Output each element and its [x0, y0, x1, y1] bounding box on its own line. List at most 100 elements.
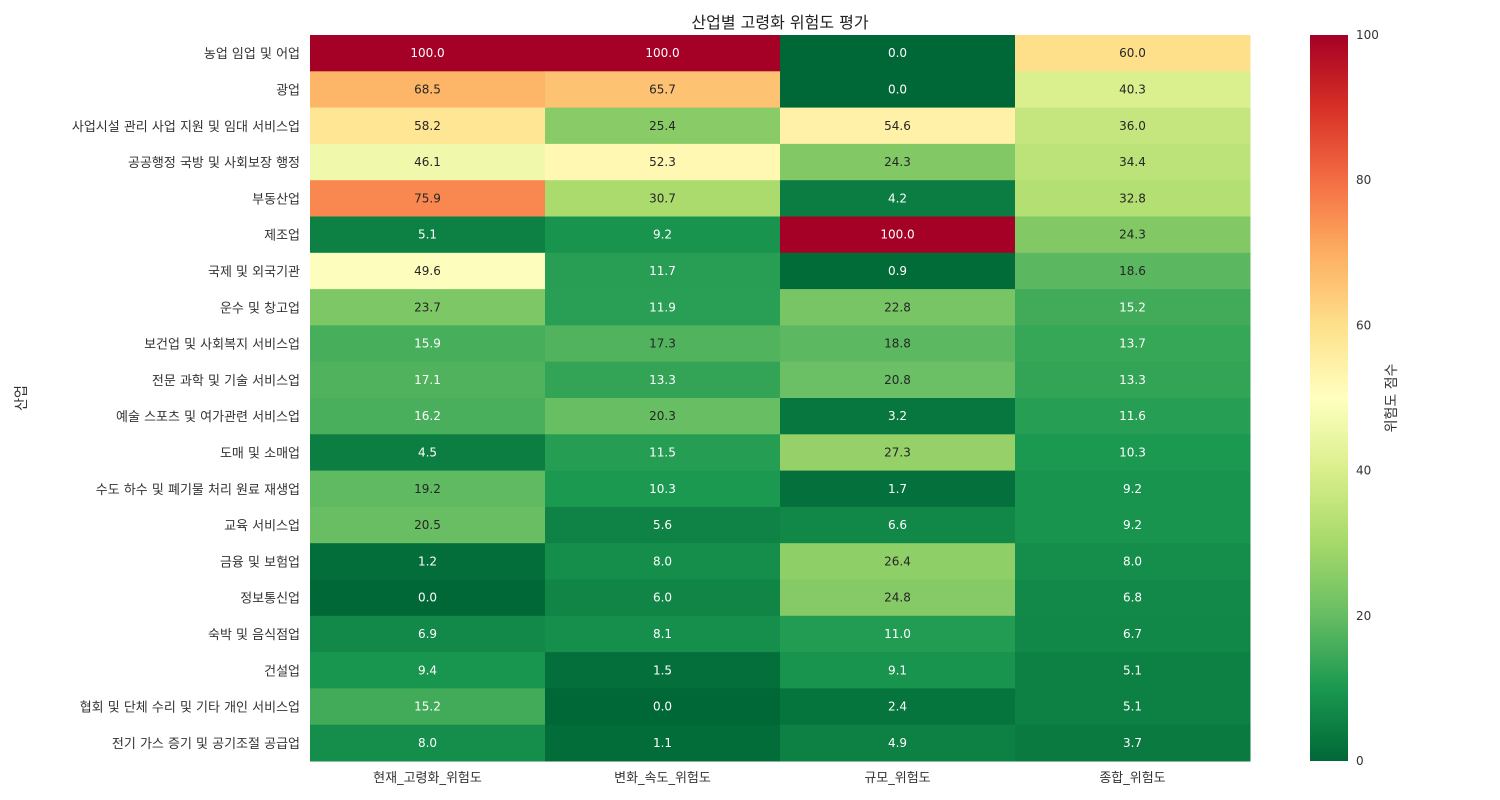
colorbar-tick-label: 100	[1356, 28, 1379, 42]
cell-value-label: 19.2	[414, 482, 441, 496]
cell-value-label: 24.3	[1119, 228, 1146, 242]
cell-value-label: 46.1	[414, 155, 441, 169]
cell-value-label: 36.0	[1119, 119, 1146, 133]
cell-value-label: 26.4	[884, 554, 911, 568]
heatmap-cell	[780, 143, 1016, 181]
cell-value-label: 100.0	[410, 46, 444, 60]
heatmap-cell	[310, 216, 546, 254]
cell-value-label: 3.2	[888, 409, 907, 423]
heatmap-cell	[545, 470, 781, 508]
colorbar-tick-label: 0	[1356, 754, 1364, 768]
cell-value-label: 10.3	[1119, 445, 1146, 459]
heatmap-cell	[1015, 107, 1251, 145]
heatmap-cell	[545, 107, 781, 145]
heatmap-cell	[1015, 688, 1251, 726]
cell-value-label: 9.2	[1123, 518, 1142, 532]
row-tick-label: 건설업	[264, 664, 300, 679]
heatmap-cell	[1015, 252, 1251, 290]
colorbar-tick-label: 80	[1356, 173, 1371, 187]
column-tick-labels: 현재_고령화_위험도 변화_속도_위험도 규모_위험도 종합_위험도	[373, 771, 1166, 786]
heatmap-cell	[545, 252, 781, 290]
row-tick-label: 협회 및 단체 수리 및 기타 개인 서비스업	[80, 701, 300, 716]
heatmap-cell	[310, 325, 546, 363]
cell-value-label: 24.8	[884, 591, 911, 605]
heatmap-cell	[310, 615, 546, 653]
cell-value-label: 17.3	[649, 337, 676, 351]
heatmap-cell	[780, 543, 1016, 580]
heatmap-cell	[545, 180, 781, 217]
heatmap-cell	[1015, 325, 1251, 363]
heatmap-cell	[310, 579, 546, 617]
heatmap-cell	[780, 289, 1016, 326]
heatmap-cell	[1015, 652, 1251, 689]
cell-value-label: 2.4	[888, 700, 907, 714]
cell-value-label: 11.0	[884, 627, 911, 641]
cell-value-label: 9.2	[1123, 482, 1142, 496]
cell-value-label: 52.3	[649, 155, 676, 169]
cell-value-label: 8.0	[418, 736, 437, 750]
colorbar-tick-label: 60	[1356, 318, 1371, 332]
cell-value-label: 40.3	[1119, 82, 1146, 96]
row-tick-label: 정보통신업	[240, 592, 300, 607]
heatmap-cell	[1015, 216, 1251, 254]
heatmap-cell	[310, 143, 546, 181]
heatmap-cell	[545, 506, 781, 544]
heatmap-cells: 100.0 100.0 0.0 60.0 68.5 65.7 0.0 40.3 58.2 25.4…	[310, 35, 1251, 762]
heatmap-cell	[1015, 180, 1251, 217]
row-tick-label: 보건업 및 사회복지 서비스업	[144, 338, 300, 353]
cell-value-label: 6.8	[1123, 591, 1142, 605]
cell-value-label: 4.5	[418, 445, 437, 459]
column-tick-label: 종합_위험도	[1099, 771, 1165, 786]
heatmap-cell	[310, 470, 546, 508]
cell-value-label: 8.0	[1123, 554, 1142, 568]
row-tick-label: 숙박 및 음식점업	[208, 628, 300, 643]
heatmap-cell	[545, 216, 781, 254]
row-tick-label: 제조업	[264, 229, 300, 244]
cell-value-label: 10.3	[649, 482, 676, 496]
heatmap-cell	[780, 434, 1016, 472]
cell-value-label: 18.6	[1119, 264, 1146, 278]
colorbar-tick-label: 40	[1356, 464, 1371, 478]
heatmap-cell	[545, 543, 781, 580]
heatmap-cell	[780, 252, 1016, 290]
heatmap-cell	[545, 434, 781, 472]
cell-value-label: 15.2	[414, 700, 441, 714]
heatmap-cell	[310, 71, 546, 109]
cell-value-label: 32.8	[1119, 191, 1146, 205]
colorbar: 0 20 40 60 80 100	[1310, 28, 1379, 768]
heatmap-cell	[310, 35, 546, 72]
cell-value-label: 1.1	[653, 736, 672, 750]
heatmap-cell	[310, 361, 546, 399]
heatmap-cell	[310, 289, 546, 326]
row-tick-label: 사업시설 관리 사업 지원 및 임대 서비스업	[72, 120, 300, 135]
cell-value-label: 5.1	[1123, 663, 1142, 677]
cell-value-label: 58.2	[414, 119, 441, 133]
heatmap-cell	[780, 506, 1016, 544]
heatmap-cell	[1015, 35, 1251, 72]
column-tick-label: 현재_고령화_위험도	[373, 771, 482, 786]
cell-value-label: 6.6	[888, 518, 907, 532]
heatmap-cell	[780, 579, 1016, 617]
chart-title: 산업별 고령화 위험도 평가	[691, 13, 868, 32]
cell-value-label: 1.7	[888, 482, 907, 496]
cell-value-label: 11.6	[1119, 409, 1146, 423]
cell-value-label: 20.3	[649, 409, 676, 423]
heatmap-cell	[780, 35, 1016, 72]
cell-value-label: 5.6	[653, 518, 672, 532]
cell-value-label: 8.0	[653, 554, 672, 568]
cell-value-label: 6.9	[418, 627, 437, 641]
cell-value-label: 11.5	[649, 445, 676, 459]
heatmap-cell	[310, 688, 546, 726]
heatmap-cell	[545, 398, 781, 435]
row-tick-label: 전기 가스 증기 및 공기조절 공급업	[112, 737, 300, 752]
heatmap-cell	[310, 398, 546, 435]
colorbar-gradient	[1310, 35, 1348, 761]
heatmap-cell	[1015, 398, 1251, 435]
column-tick-label: 변화_속도_위험도	[614, 771, 711, 786]
row-tick-label: 광업	[276, 83, 300, 98]
cell-value-label: 20.5	[414, 518, 441, 532]
row-tick-label: 부동산업	[252, 192, 300, 207]
heatmap-cell	[545, 361, 781, 399]
cell-value-label: 100.0	[645, 46, 679, 60]
